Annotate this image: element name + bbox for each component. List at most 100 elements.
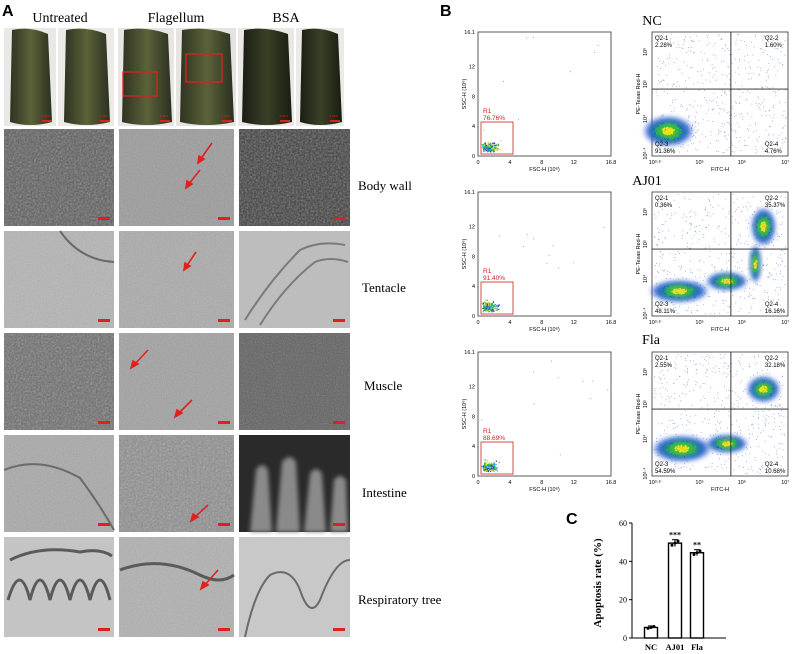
replicate-point <box>676 539 680 543</box>
quadrant-event <box>780 288 781 290</box>
lesion-box-flagellum-1 <box>122 71 158 97</box>
scatter-event <box>607 389 609 391</box>
quadrant-event <box>680 133 683 135</box>
quadrant-event <box>759 285 761 287</box>
quadrant-event <box>757 436 759 438</box>
quadrant-event <box>702 118 704 120</box>
quadrant-q4-value: 10.68% <box>765 469 786 475</box>
scatter-event <box>489 142 492 145</box>
quadrant-event <box>723 447 725 449</box>
quadrant-event <box>761 114 762 116</box>
quadrant-event <box>678 290 680 293</box>
quadrant-ytick: 10⁵ <box>642 80 649 88</box>
quadrant-event <box>700 70 702 72</box>
quadrant-event <box>699 399 701 401</box>
quadrant-event <box>699 230 701 232</box>
quadrant-event <box>776 457 778 459</box>
quadrant-event <box>683 61 685 63</box>
quadrant-event <box>757 417 759 419</box>
quadrant-event <box>740 432 742 434</box>
quadrant-event <box>675 135 677 137</box>
quadrant-event <box>672 296 675 298</box>
quadrant-event <box>696 226 697 227</box>
quadrant-event <box>767 276 769 278</box>
chart-ytick-label: 20 <box>619 596 627 605</box>
scatter-event <box>493 462 495 464</box>
quadrant-event <box>746 90 748 92</box>
quadrant-event <box>690 271 692 273</box>
quadrant-event <box>674 274 676 276</box>
quadrant-event <box>686 242 688 244</box>
quadrant-event <box>764 385 767 388</box>
quadrant-event <box>784 284 786 285</box>
quadrant-event <box>674 257 676 258</box>
quadrant-event <box>706 438 708 440</box>
quadrant-event <box>699 387 701 389</box>
scatter-event <box>484 148 486 150</box>
quadrant-event <box>765 140 767 142</box>
quadrant-event <box>675 126 677 128</box>
quadrant-event <box>686 291 688 293</box>
quadrant-event <box>702 219 704 221</box>
quadrant-event <box>737 238 739 240</box>
quadrant-event <box>767 296 769 298</box>
quadrant-event <box>779 287 781 288</box>
scatter-event <box>495 463 497 466</box>
quadrant-event <box>693 106 695 108</box>
quadrant-event <box>731 106 733 108</box>
quadrant-event <box>752 423 754 425</box>
quadrant-event <box>656 227 658 229</box>
quadrant-event <box>671 101 673 103</box>
scatter-event <box>496 307 498 309</box>
quadrant-event <box>705 226 707 228</box>
photo-scale-label: 1 cm <box>99 113 108 118</box>
flow-group-title: AJ01 <box>632 174 662 189</box>
quadrant-event <box>771 208 773 210</box>
quadrant-event <box>735 82 736 84</box>
quadrant-event <box>776 406 778 408</box>
quadrant-event <box>680 265 682 267</box>
quadrant-event <box>670 130 672 132</box>
quadrant-event <box>699 363 701 365</box>
quadrant-event <box>702 279 704 281</box>
quadrant-event <box>678 442 680 444</box>
panel-b-letter: B <box>440 3 452 20</box>
quadrant-event <box>688 77 690 79</box>
quadrant-event <box>768 409 770 411</box>
quadrant-event <box>718 312 720 314</box>
quadrant-event <box>749 437 750 439</box>
quadrant-event <box>755 383 758 385</box>
quadrant-event <box>696 369 697 371</box>
quadrant-event <box>745 206 747 208</box>
quadrant-event <box>682 47 684 49</box>
quadrant-event <box>754 34 756 36</box>
quadrant-event <box>671 124 674 126</box>
quadrant-event <box>752 214 754 216</box>
quadrant-event <box>760 70 762 71</box>
quadrant-event <box>722 280 724 283</box>
quadrant-event <box>696 130 698 132</box>
quadrant-event <box>728 281 730 284</box>
quadrant-event <box>695 380 697 382</box>
quadrant-event <box>717 281 719 283</box>
quadrant-event <box>780 257 782 259</box>
quadrant-event <box>680 454 683 456</box>
quadrant-event <box>682 216 684 218</box>
quadrant-event <box>673 199 675 201</box>
quadrant-event <box>766 206 768 208</box>
quadrant-event <box>677 446 679 448</box>
quadrant-event <box>661 127 664 129</box>
quadrant-event <box>654 213 655 215</box>
quadrant-event <box>664 132 666 134</box>
quadrant-event <box>722 279 724 281</box>
quadrant-event <box>783 110 785 112</box>
quadrant-event <box>768 386 770 388</box>
quadrant-event <box>749 293 751 295</box>
quadrant-event <box>675 449 678 452</box>
quadrant-event <box>762 451 764 453</box>
quadrant-event <box>784 141 786 143</box>
quadrant-event <box>774 47 776 49</box>
quadrant-event <box>674 133 676 136</box>
photo-row: 1 cm 1 cm 1 cm 1 cm 1 cm 1 cm <box>4 28 344 126</box>
quadrant-event <box>751 433 753 435</box>
